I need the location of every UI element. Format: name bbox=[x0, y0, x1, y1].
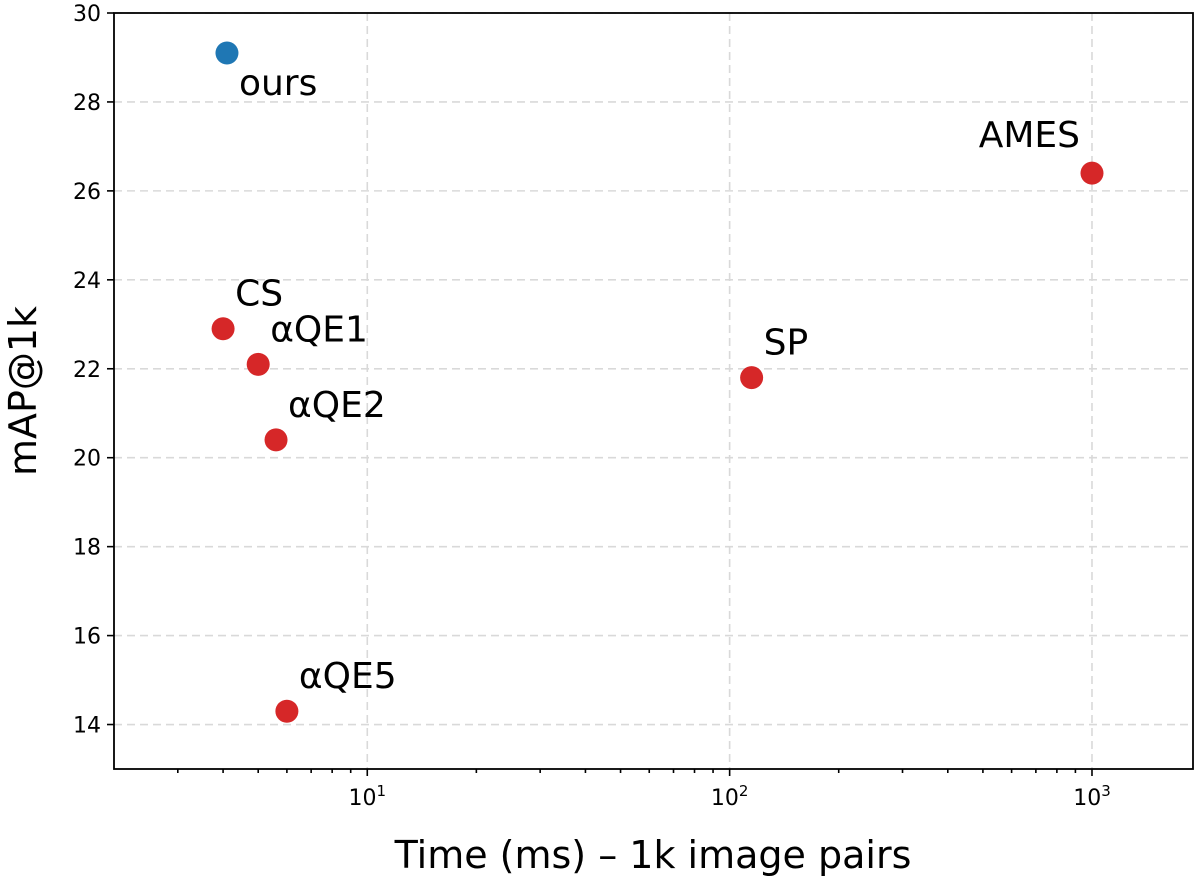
y-tick-label: 16 bbox=[73, 625, 101, 650]
x-tick-label: 102 bbox=[711, 782, 749, 811]
point-αQE5 bbox=[275, 699, 299, 723]
point-SP bbox=[740, 366, 764, 390]
point-αQE1 bbox=[246, 352, 270, 376]
y-tick-label: 20 bbox=[73, 447, 101, 472]
x-axis-title: Time (ms) – 1k image pairs bbox=[394, 833, 912, 876]
plot-frame bbox=[113, 12, 1194, 770]
x-tick-label: 101 bbox=[349, 782, 387, 811]
y-tick-label: 18 bbox=[73, 536, 101, 561]
point-label-AMES: AMES bbox=[979, 115, 1080, 156]
point-label-ours: ours bbox=[239, 63, 317, 104]
x-tick-label: 103 bbox=[1073, 782, 1111, 811]
y-tick-label: 24 bbox=[73, 269, 101, 294]
data-points bbox=[211, 41, 1104, 723]
point-label-SP: SP bbox=[764, 323, 809, 364]
y-tick-label: 30 bbox=[73, 2, 101, 27]
point-ours bbox=[215, 41, 239, 65]
point-label-αQE5: αQE5 bbox=[299, 656, 397, 697]
point-label-CS: CS bbox=[235, 274, 283, 315]
y-tick-label: 22 bbox=[73, 358, 101, 383]
y-axis-title: mAP@1k bbox=[1, 306, 45, 476]
point-AMES bbox=[1080, 161, 1104, 185]
point-label-αQE1: αQE1 bbox=[270, 309, 368, 350]
axis-ticks: 14 16 18 20 22 24 26 28 30 101 102 103 bbox=[73, 2, 1111, 811]
point-αQE2 bbox=[264, 428, 288, 452]
y-tick-label: 28 bbox=[73, 91, 101, 116]
y-tick-label: 26 bbox=[73, 180, 101, 205]
point-CS bbox=[211, 317, 235, 341]
y-tick-label: 14 bbox=[73, 714, 101, 739]
point-label-αQE2: αQE2 bbox=[288, 385, 386, 426]
